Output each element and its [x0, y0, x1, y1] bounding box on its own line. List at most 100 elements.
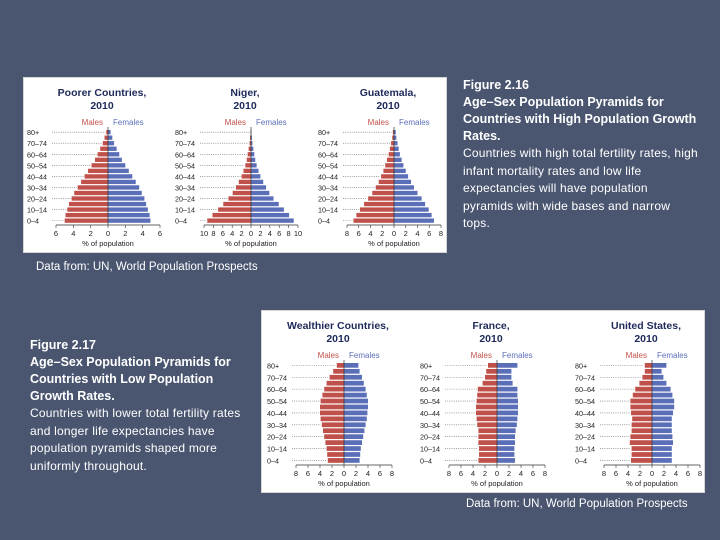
male-bar — [249, 141, 251, 146]
age-label: 0–4 — [318, 217, 330, 226]
pyramid-guatemala: Guatemala, 2010 Males Females 80+ 70–74 60–64 5… — [315, 78, 445, 252]
female-bar — [251, 168, 259, 174]
male-bar — [478, 458, 497, 463]
male-bar — [321, 422, 344, 428]
pyramid-svg: Guatemala,2010 Males Females 80+ 70–74 60–64 5… — [318, 87, 443, 248]
pyramid-poorer-countries: Poorer Countries, 2010 Males Females 80+ 70–7… — [24, 78, 164, 252]
female-bar — [497, 440, 515, 445]
x-tick-label: 6 — [686, 469, 690, 478]
female-bar — [344, 410, 368, 416]
male-bar — [639, 380, 652, 386]
figure-2-16-body: Countries with high total fertility rate… — [463, 146, 698, 230]
age-label: 30–34 — [575, 421, 595, 430]
male-bar — [238, 179, 251, 185]
female-bar — [344, 374, 362, 380]
male-bar — [241, 174, 251, 179]
female-bar — [108, 207, 148, 212]
figure-2-17-caption: Figure 2.17 Age–Sex Population Pyramids … — [30, 337, 254, 475]
female-bar — [652, 380, 667, 386]
male-bar — [102, 141, 108, 146]
male-bar — [320, 410, 344, 416]
male-bar — [322, 392, 344, 398]
male-bar — [392, 130, 394, 135]
male-bar — [235, 185, 251, 190]
figure-2-16-image: Poorer Countries, 2010 Males Females 80+ 70–7… — [23, 77, 447, 253]
male-bar — [71, 196, 108, 201]
female-bar — [394, 196, 422, 201]
female-bar — [344, 440, 362, 445]
age-label: 60–64 — [318, 150, 338, 159]
age-label: 70–74 — [420, 373, 440, 382]
figure-2-17-title: Age–Sex Population Pyramids for Countrie… — [30, 355, 231, 403]
male-bar — [478, 434, 497, 440]
female-bar — [497, 404, 518, 410]
female-bar — [394, 190, 418, 196]
x-tick-label: 2 — [638, 469, 642, 478]
x-tick-label: 6 — [427, 229, 431, 238]
legend-males: Males — [318, 351, 339, 360]
male-bar — [631, 410, 652, 416]
figure-2-16-source: Data from: UN, World Population Prospect… — [36, 261, 258, 273]
pyramid-united-states: United States, 2010 Males Females 80+ 70–74 60… — [572, 311, 704, 492]
female-bar — [251, 152, 255, 157]
age-label: 40–44 — [267, 409, 287, 418]
female-bar — [394, 168, 406, 174]
x-tick-label: 8 — [543, 469, 547, 478]
male-bar — [91, 163, 108, 168]
female-bar — [497, 458, 515, 463]
female-bar — [652, 386, 671, 392]
female-bar — [251, 212, 290, 218]
male-bar — [631, 452, 652, 457]
age-label: 30–34 — [175, 183, 195, 192]
female-bar — [497, 363, 518, 368]
female-bar — [497, 422, 517, 428]
female-bar — [108, 141, 115, 146]
age-label: 50–54 — [575, 397, 595, 406]
x-tick-label: 2 — [123, 229, 127, 238]
age-label: 10–14 — [27, 206, 47, 215]
legend-males: Males — [82, 118, 103, 127]
x-axis-label: % of population — [368, 239, 420, 248]
x-tick-label: 6 — [221, 229, 225, 238]
x-tick-label: 8 — [345, 229, 349, 238]
male-bar — [392, 135, 394, 140]
x-tick-label: 4 — [366, 469, 370, 478]
male-bar — [488, 363, 497, 368]
legend-females: Females — [657, 351, 688, 360]
female-bar — [394, 152, 400, 157]
pyramid-wealthier-countries: Wealthier Countries, 2010 Males Females 80+ 7… — [264, 311, 396, 492]
female-bar — [652, 422, 672, 428]
x-tick-label: 8 — [447, 469, 451, 478]
female-bar — [652, 434, 673, 440]
age-label: 10–14 — [575, 445, 595, 454]
female-bar — [497, 386, 518, 392]
age-label: 80+ — [318, 128, 330, 137]
female-bar — [394, 201, 426, 207]
age-label: 60–64 — [575, 385, 595, 394]
chart-subtitle: 2010 — [90, 100, 114, 112]
male-bar — [245, 163, 251, 168]
x-tick-label: 0 — [342, 469, 346, 478]
x-tick-label: 6 — [277, 229, 281, 238]
male-bar — [378, 179, 394, 185]
age-label: 40–44 — [318, 172, 338, 181]
age-label: 70–74 — [267, 373, 287, 382]
legend-females: Females — [399, 118, 430, 127]
x-tick-label: 10 — [294, 229, 302, 238]
female-bar — [108, 218, 151, 223]
chart-subtitle: 2010 — [479, 333, 503, 345]
male-bar — [372, 190, 394, 196]
age-label: 60–64 — [27, 150, 47, 159]
age-label: 50–54 — [175, 161, 195, 170]
male-bar — [69, 201, 108, 207]
age-label: 10–14 — [318, 206, 338, 215]
male-bar — [477, 386, 497, 392]
male-bar — [482, 380, 497, 386]
male-bar — [644, 363, 652, 368]
male-bar — [385, 163, 394, 168]
chart-subtitle: 2010 — [233, 100, 257, 112]
figure-2-16-caption: Figure 2.16 Age–Sex Population Pyramids … — [463, 77, 699, 233]
x-tick-label: 0 — [650, 469, 654, 478]
male-bar — [359, 207, 394, 212]
